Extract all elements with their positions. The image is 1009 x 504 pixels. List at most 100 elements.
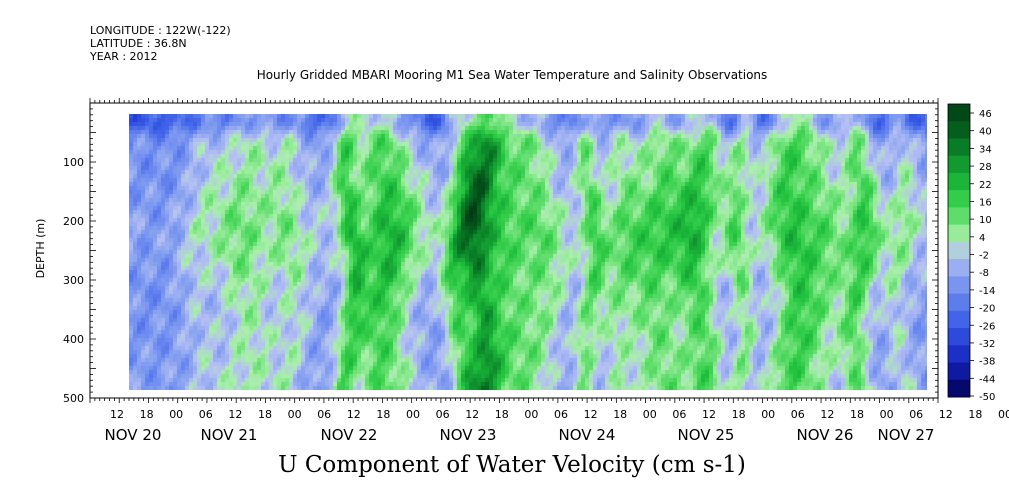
heatmap-cell: [493, 186, 498, 191]
heatmap-cell: [865, 202, 870, 207]
heatmap-cell: [449, 182, 454, 187]
heatmap-cell: [261, 138, 266, 143]
heatmap-cell: [437, 126, 442, 131]
heatmap-cell: [801, 158, 806, 163]
heatmap-cell: [213, 190, 218, 195]
heatmap-cell: [521, 142, 526, 147]
heatmap-cell: [425, 182, 430, 187]
heatmap-cell: [457, 154, 462, 159]
heatmap-cell: [369, 146, 374, 151]
heatmap-cell: [449, 210, 454, 215]
heatmap-cell: [873, 182, 878, 187]
heatmap-cell: [473, 122, 478, 127]
heatmap-cell: [281, 162, 286, 167]
heatmap-cell: [137, 182, 142, 187]
heatmap-cell: [465, 134, 470, 139]
heatmap-cell: [537, 114, 542, 119]
heatmap-cell: [857, 178, 862, 183]
heatmap-cell: [257, 194, 262, 199]
heatmap-cell: [893, 126, 898, 131]
heatmap-cell: [361, 174, 366, 179]
heatmap-cell: [729, 206, 734, 211]
heatmap-cell: [521, 210, 526, 215]
heatmap-cell: [321, 122, 326, 127]
heatmap-cell: [269, 210, 274, 215]
heatmap-cell: [885, 170, 890, 175]
heatmap-cell: [485, 182, 490, 187]
heatmap-cell: [437, 130, 442, 135]
heatmap-cell: [249, 142, 254, 147]
heatmap-cell: [701, 202, 706, 207]
heatmap-cell: [501, 114, 506, 119]
heatmap-cell: [529, 174, 534, 179]
heatmap-cell: [753, 118, 758, 123]
heatmap-cell: [177, 122, 182, 127]
heatmap-cell: [781, 206, 786, 211]
heatmap-cell: [893, 174, 898, 179]
heatmap-cell: [445, 142, 450, 147]
heatmap-cell: [825, 122, 830, 127]
heatmap-cell: [229, 206, 234, 211]
heatmap-cell: [425, 134, 430, 139]
heatmap-cell: [369, 198, 374, 203]
heatmap-cell: [465, 150, 470, 155]
heatmap-cell: [185, 206, 190, 211]
heatmap-cell: [377, 210, 382, 215]
heatmap-cell: [625, 166, 630, 171]
heatmap-cell: [497, 182, 502, 187]
heatmap-cell: [813, 194, 818, 199]
heatmap-cell: [909, 142, 914, 147]
heatmap-cell: [709, 198, 714, 203]
heatmap-cell: [397, 198, 402, 203]
heatmap-cell: [177, 182, 182, 187]
heatmap-cell: [413, 206, 418, 211]
heatmap-cell: [317, 122, 322, 127]
heatmap-cell: [729, 134, 734, 139]
heatmap-cell: [257, 122, 262, 127]
heatmap-cell: [309, 206, 314, 211]
heatmap-cell: [505, 182, 510, 187]
heatmap-cell: [821, 130, 826, 135]
heatmap-cell: [365, 134, 370, 139]
heatmap-cell: [849, 190, 854, 195]
heatmap-cell: [205, 118, 210, 123]
heatmap-cell: [565, 134, 570, 139]
heatmap-cell: [493, 162, 498, 167]
heatmap-cell: [653, 202, 658, 207]
heatmap-cell: [889, 150, 894, 155]
heatmap-cell: [629, 134, 634, 139]
heatmap-cell: [425, 142, 430, 147]
heatmap-cell: [641, 114, 646, 119]
heatmap-cell: [561, 206, 566, 211]
heatmap-cell: [765, 114, 770, 119]
heatmap-cell: [341, 122, 346, 127]
heatmap-cell: [533, 166, 538, 171]
heatmap-cell: [325, 174, 330, 179]
heatmap-cell: [297, 130, 302, 135]
heatmap-cell: [321, 166, 326, 171]
heatmap-cell: [493, 202, 498, 207]
heatmap-cell: [357, 194, 362, 199]
heatmap-cell: [821, 198, 826, 203]
heatmap-cell: [617, 182, 622, 187]
heatmap-cell: [265, 122, 270, 127]
heatmap-cell: [161, 198, 166, 203]
heatmap-cell: [425, 122, 430, 127]
heatmap-cell: [141, 162, 146, 167]
heatmap-cell: [365, 122, 370, 127]
heatmap-cell: [233, 210, 238, 215]
heatmap-cell: [745, 186, 750, 191]
heatmap-cell: [785, 122, 790, 127]
heatmap-cell: [717, 170, 722, 175]
heatmap-cell: [377, 134, 382, 139]
heatmap-cell: [193, 194, 198, 199]
heatmap-cell: [769, 194, 774, 199]
heatmap-cell: [157, 182, 162, 187]
heatmap-cell: [433, 202, 438, 207]
heatmap-cell: [601, 122, 606, 127]
heatmap-cell: [405, 118, 410, 123]
heatmap-cell: [917, 162, 922, 167]
heatmap-cell: [557, 162, 562, 167]
heatmap-cell: [877, 138, 882, 143]
heatmap-cell: [137, 162, 142, 167]
